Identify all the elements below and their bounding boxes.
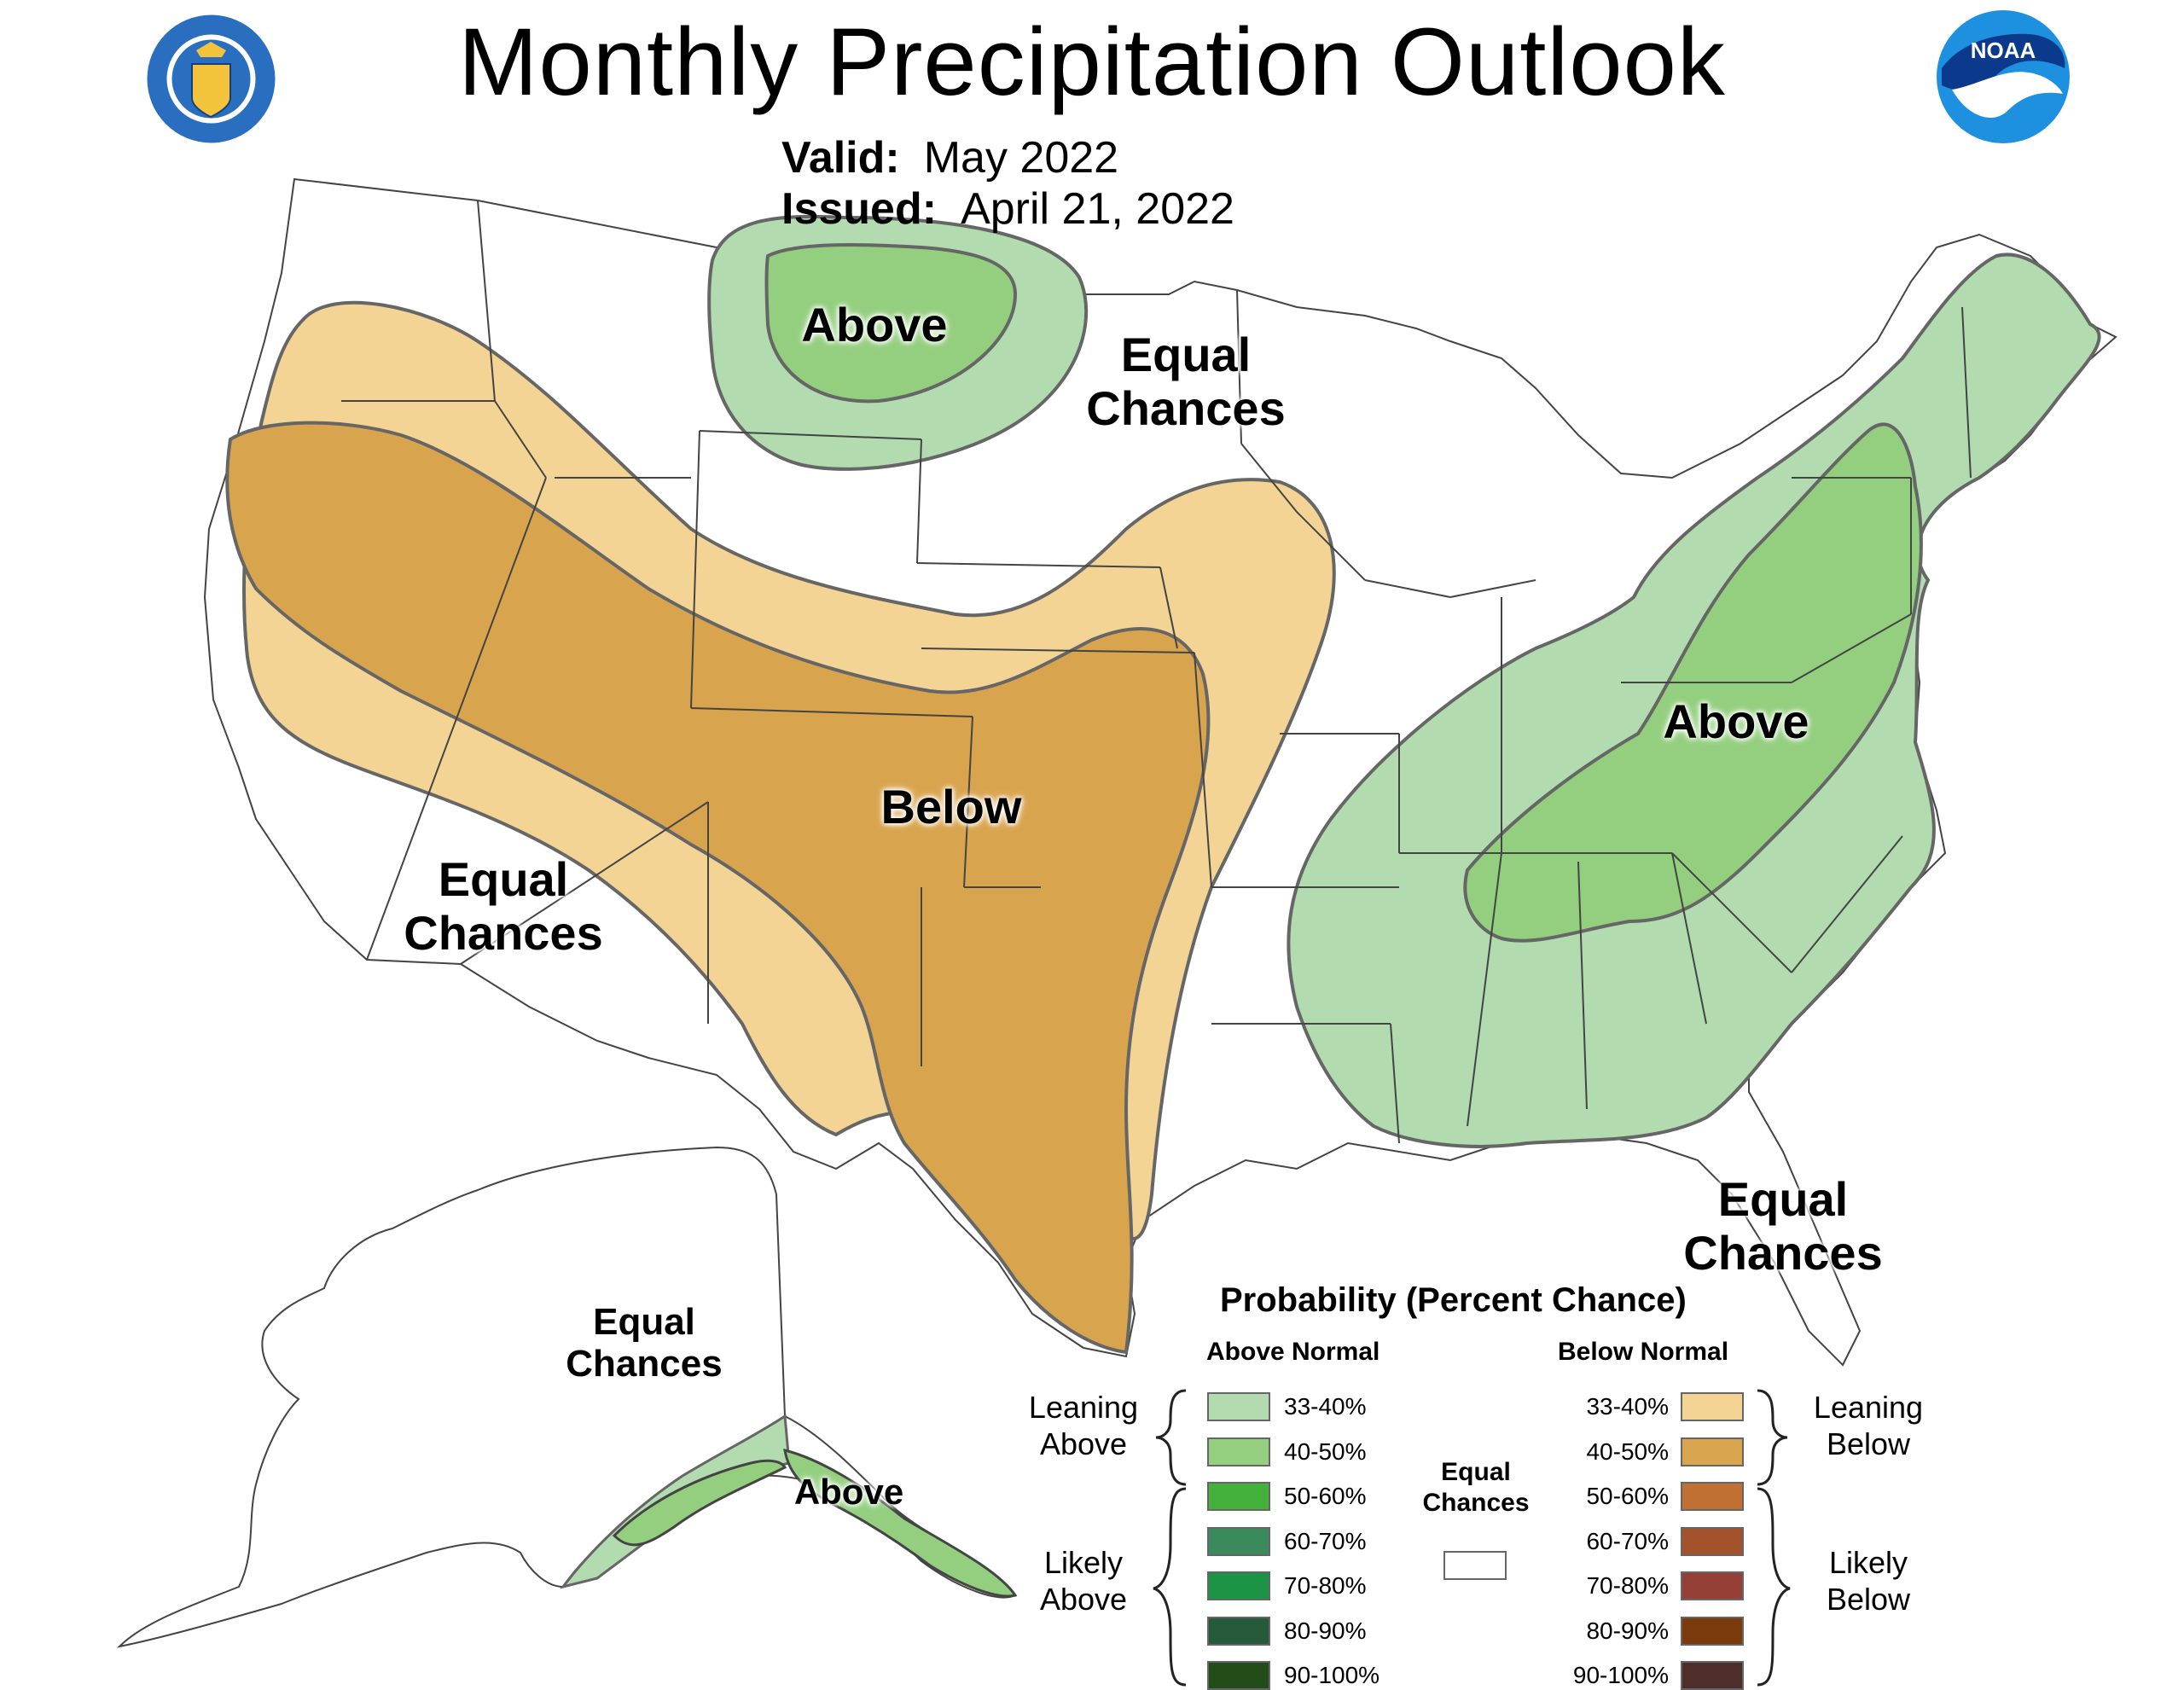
valid-label: Valid:: [781, 133, 900, 183]
legend-leaning-below: Leaning Below: [1813, 1390, 1924, 1462]
legend-below-label-6: 90-100%: [1572, 1662, 1669, 1688]
legend-above-label-0: 33-40%: [1284, 1393, 1367, 1420]
issued-line: Issued: April 21, 2022: [781, 183, 1234, 235]
legend-below-swatch-2: [1681, 1482, 1744, 1511]
legend-below-label-3: 60-70%: [1586, 1527, 1669, 1554]
legend-above-label-3: 60-70%: [1284, 1527, 1367, 1554]
alaska-outline: [116, 1146, 1017, 1648]
valid-line: Valid: May 2022: [781, 132, 1118, 183]
legend-below-label-4: 70-80%: [1586, 1572, 1669, 1599]
legend-below-header: Below Normal: [1558, 1338, 1729, 1366]
legend-above-label-6: 90-100%: [1284, 1662, 1380, 1688]
noaa-logo-text: NOAA: [1971, 38, 2036, 63]
label-ec-alaska: Equal Chances: [566, 1301, 723, 1385]
alaska-panhandle-probable-region: [783, 1448, 1018, 1598]
label-above-north: Above: [801, 298, 948, 351]
legend-below-label-5: 80-90%: [1586, 1617, 1669, 1644]
below-probable-region: [225, 421, 1211, 1355]
legend-below-swatch-4: [1681, 1571, 1744, 1600]
label-below: Below: [880, 780, 1022, 833]
label-above-alaska: Above: [793, 1472, 904, 1512]
legend-below-swatch-5: [1681, 1616, 1744, 1646]
legend-likely-below: Likely Below: [1826, 1545, 1911, 1617]
legend-above-swatch-0: [1207, 1392, 1270, 1421]
legend-likely-above: Likely Above: [1039, 1545, 1128, 1617]
label-above-east: Above: [1663, 694, 1809, 748]
legend-above-label-2: 50-60%: [1284, 1483, 1367, 1509]
alaska-coast-probable-region: [612, 1459, 787, 1547]
legend-equal-chances: Equal Chances: [1422, 1458, 1530, 1517]
legend-below-swatch-1: [1681, 1437, 1744, 1466]
commerce-seal-logo: [147, 15, 276, 143]
legend-title: Probability (Percent Chance): [1220, 1281, 1687, 1319]
legend-equal-swatch: [1443, 1551, 1507, 1580]
legend-above-label-5: 80-90%: [1284, 1617, 1367, 1644]
noaa-logo: NOAA: [1937, 10, 2070, 143]
legend-above-header: Above Normal: [1206, 1338, 1380, 1366]
legend-below-swatch-0: [1681, 1392, 1744, 1421]
above-north-probable-region: [764, 243, 1018, 404]
legend-above-label-1: 40-50%: [1284, 1437, 1367, 1465]
label-ec-west: Equal Chances: [404, 852, 603, 960]
valid-value: May 2022: [923, 133, 1119, 183]
legend-above-swatch-3: [1207, 1526, 1270, 1556]
label-ec-north: Equal Chances: [1086, 328, 1286, 435]
legend-above-swatch-6: [1207, 1661, 1270, 1690]
state-borders: [341, 200, 1972, 1144]
legend-leaning-above: Leaning Above: [1028, 1390, 1139, 1462]
issued-value: April 21, 2022: [961, 184, 1234, 234]
legend-below-label-1: 40-50%: [1586, 1437, 1669, 1465]
legend-below-swatch-3: [1681, 1526, 1744, 1556]
legend-above-swatch-2: [1207, 1482, 1270, 1511]
legend-above-swatch-5: [1207, 1616, 1270, 1646]
issued-label: Issued:: [781, 184, 938, 234]
legend-above-swatch-1: [1207, 1437, 1270, 1466]
legend-below-label-0: 33-40%: [1586, 1393, 1669, 1420]
legend-below-label-2: 50-60%: [1586, 1483, 1669, 1509]
legend-above-swatch-4: [1207, 1571, 1270, 1600]
page-title: Monthly Precipitation Outlook: [458, 9, 1726, 115]
legend-above-label-4: 70-80%: [1284, 1572, 1367, 1599]
label-ec-southeast: Equal Chances: [1683, 1172, 1883, 1280]
